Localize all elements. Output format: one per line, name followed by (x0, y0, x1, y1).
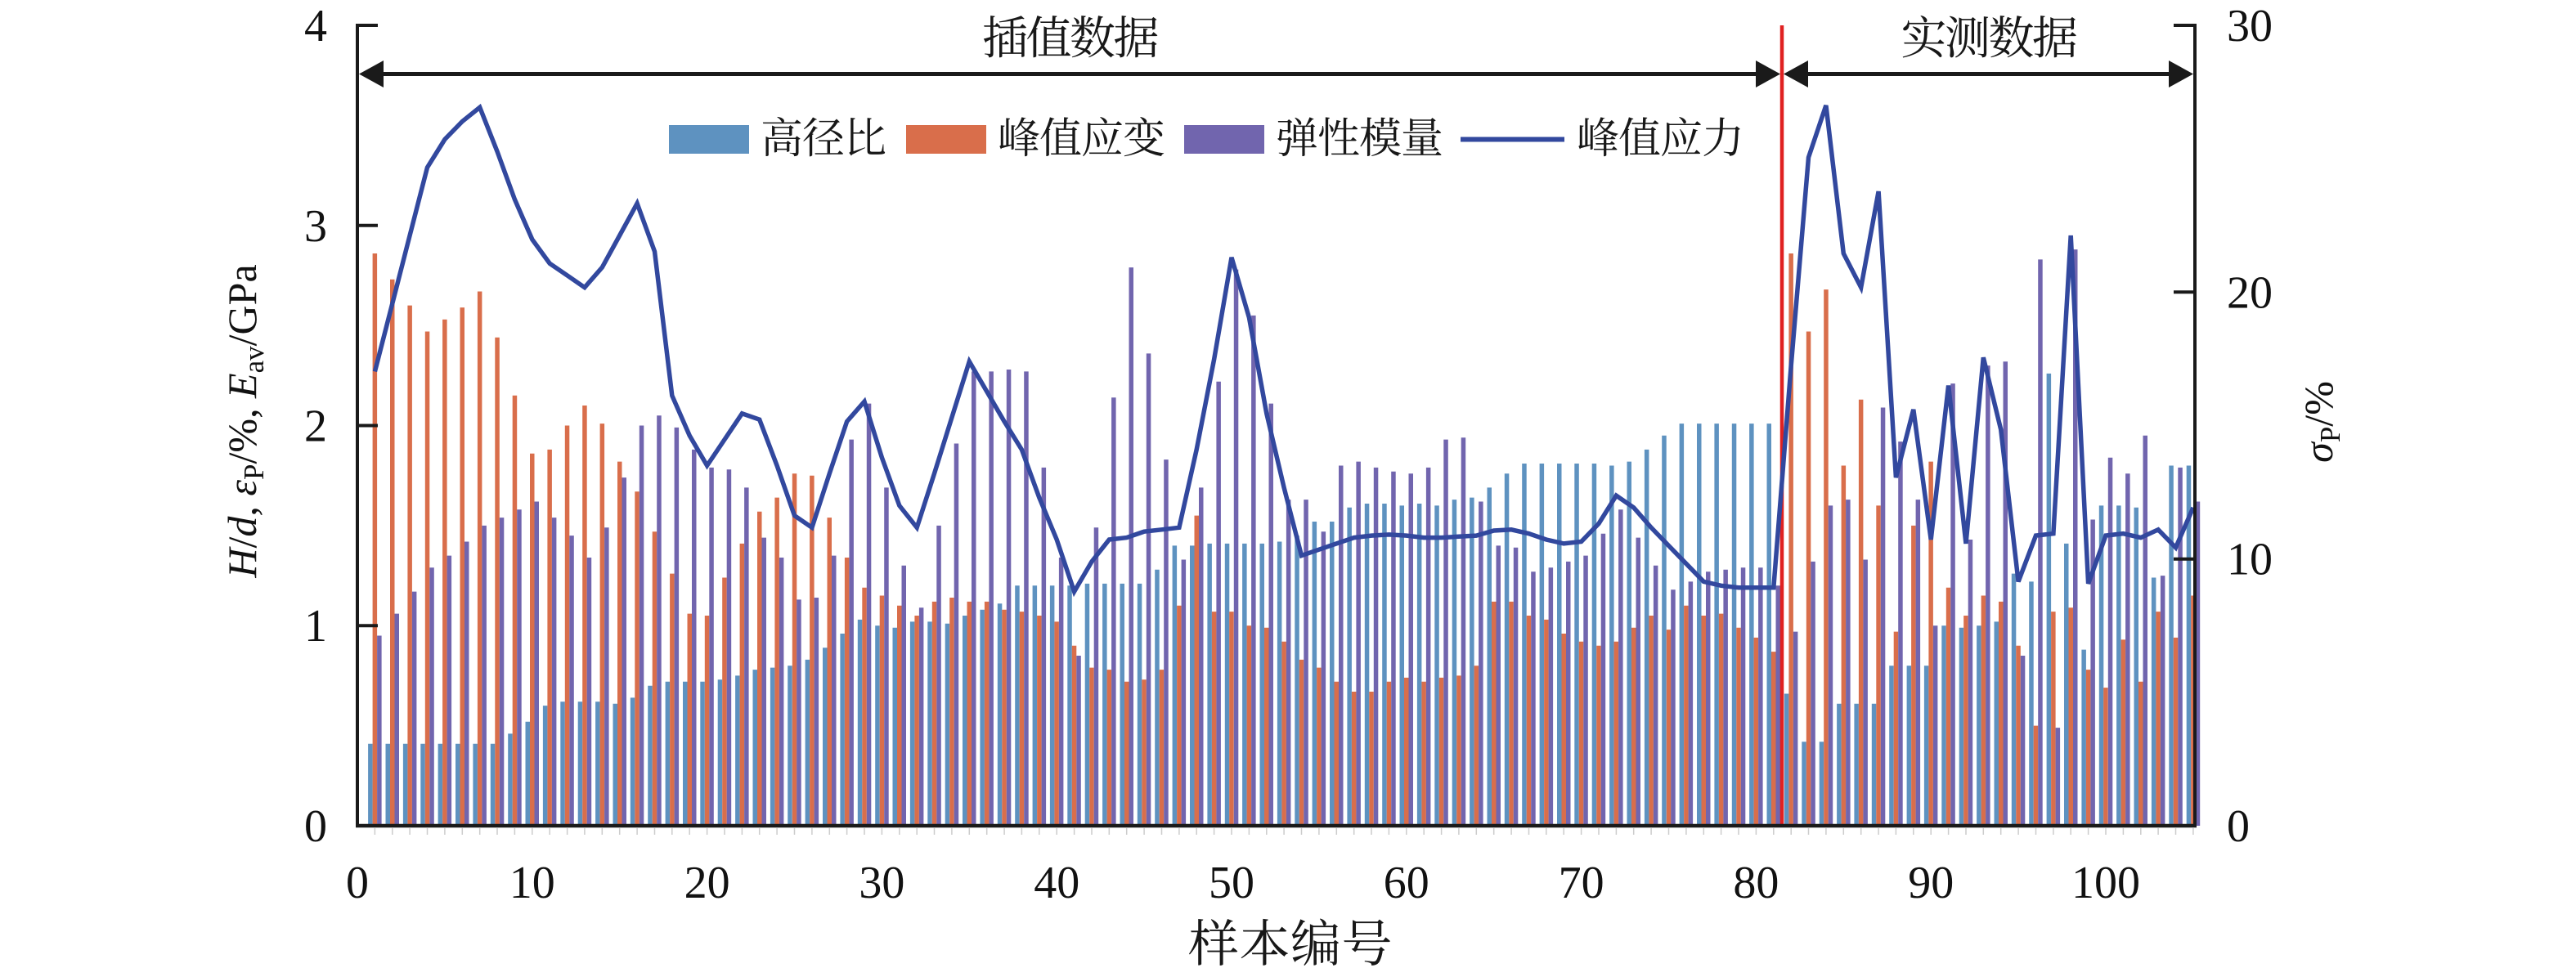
svg-text:80: 80 (1733, 858, 1779, 908)
svg-text:30: 30 (859, 858, 904, 908)
svg-text:30: 30 (2227, 1, 2273, 52)
svg-text:20: 20 (2227, 267, 2273, 318)
svg-text:H/d, εP/%, Eav/GPa: H/d, εP/%, Eav/GPa (219, 264, 270, 578)
svg-text:50: 50 (1209, 858, 1254, 908)
svg-text:σP/%: σP/% (2296, 381, 2346, 463)
svg-text:100: 100 (2071, 858, 2140, 908)
svg-text:40: 40 (1034, 858, 1079, 908)
svg-text:4: 4 (304, 1, 327, 52)
svg-text:60: 60 (1384, 858, 1429, 908)
svg-text:1: 1 (304, 601, 327, 652)
svg-text:0: 0 (346, 858, 369, 908)
svg-text:10: 10 (509, 858, 555, 908)
svg-text:0: 0 (304, 801, 327, 852)
svg-text:90: 90 (1908, 858, 1954, 908)
svg-text:10: 10 (2227, 535, 2273, 585)
svg-text:20: 20 (684, 858, 730, 908)
svg-text:2: 2 (304, 401, 327, 452)
svg-text:0: 0 (2227, 801, 2250, 852)
svg-text:70: 70 (1559, 858, 1604, 908)
svg-text:3: 3 (304, 201, 327, 252)
